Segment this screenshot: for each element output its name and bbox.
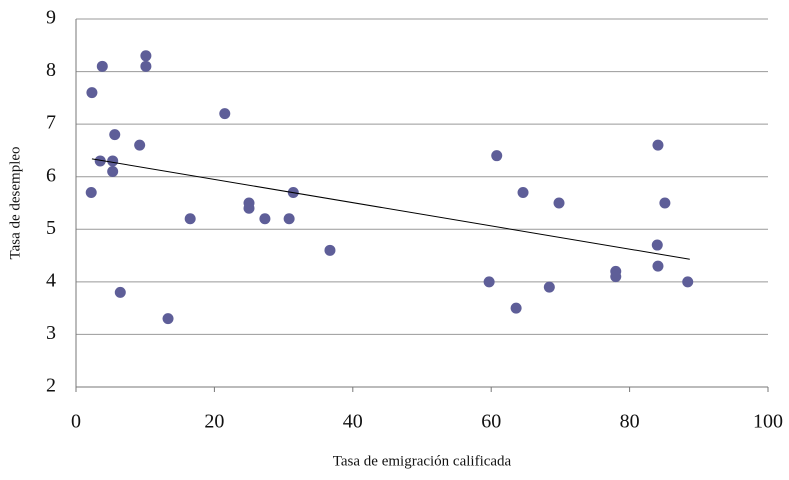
y-tick-label: 6: [46, 164, 56, 186]
x-tick-label: 100: [753, 411, 783, 433]
point: [652, 260, 664, 272]
y-tick-label: 5: [46, 217, 56, 239]
y-tick-label: 4: [46, 269, 56, 291]
trendline: [91, 158, 690, 260]
x-axis-label: Tasa de emigración calificada: [333, 453, 512, 469]
point: [243, 202, 255, 214]
point: [652, 139, 664, 151]
y-axis-label: Tasa de desempleo: [7, 146, 23, 259]
point: [491, 150, 503, 162]
point: [109, 129, 121, 141]
y-tick-label: 7: [46, 112, 56, 134]
point: [134, 139, 146, 151]
point: [85, 186, 97, 198]
point: [184, 213, 196, 225]
point: [259, 213, 271, 225]
point: [107, 165, 119, 177]
y-tick-label: 3: [46, 322, 56, 344]
point: [483, 276, 495, 288]
x-tick-label: 60: [481, 411, 501, 433]
point: [107, 155, 119, 167]
point: [96, 60, 108, 72]
y-tick-label: 9: [46, 7, 56, 29]
x-tick-label: 20: [204, 411, 224, 433]
point: [682, 276, 694, 288]
point: [162, 313, 174, 325]
point: [86, 87, 98, 99]
point: [283, 213, 295, 225]
point: [324, 244, 336, 256]
point: [659, 197, 671, 209]
point: [114, 286, 126, 298]
point: [219, 108, 231, 120]
point: [651, 239, 663, 251]
point: [140, 50, 152, 62]
y-tick-label: 8: [46, 59, 56, 81]
point: [610, 271, 622, 283]
point: [94, 155, 106, 167]
y-tick-label: 2: [46, 375, 56, 397]
x-tick-label: 40: [343, 411, 363, 433]
point: [510, 302, 522, 314]
x-tick-label: 80: [620, 411, 640, 433]
point: [553, 197, 565, 209]
x-tick-label: 0: [71, 411, 81, 433]
point: [140, 60, 152, 72]
point: [517, 186, 529, 198]
point: [543, 281, 555, 293]
